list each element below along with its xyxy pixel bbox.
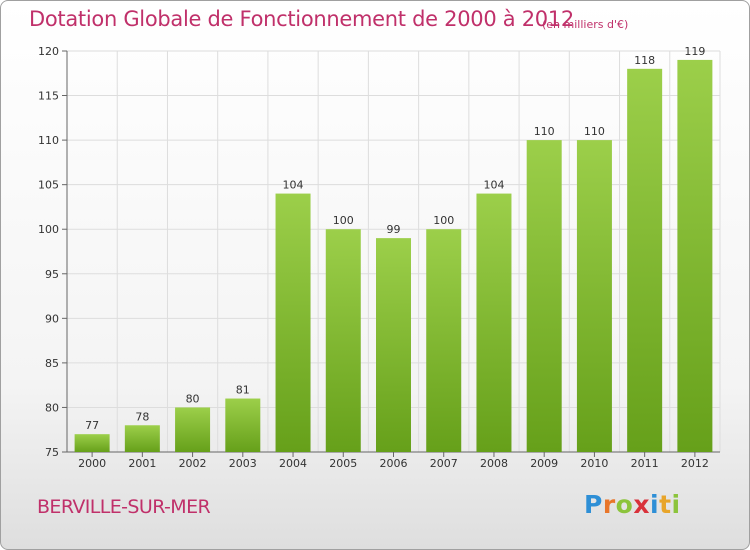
x-tick-label: 2001 [128,457,156,470]
y-tick-label: 115 [38,90,59,103]
labels: 75 80 85 90 95 100 105 110 115 120 77 2000 78 2001 80 2… [38,45,709,470]
value-label: 104 [483,179,504,192]
value-label: 100 [433,214,454,227]
y-tick-label: 75 [45,446,59,459]
bar-2002 [175,407,211,452]
bars [74,59,713,453]
chart-title: Dotation Globale de Fonctionnement de 20… [29,7,574,31]
value-label: 118 [634,54,655,67]
x-tick-label: 2003 [229,457,257,470]
bar-2011 [627,68,663,453]
bar-2004 [275,193,311,453]
value-label: 110 [534,125,555,138]
bar-2006 [376,238,411,452]
y-tick-label: 105 [38,179,59,192]
bar-2000 [74,434,110,452]
logo-letter: i [671,490,681,519]
x-tick-label: 2007 [430,457,458,470]
bar-2005 [325,229,361,452]
bar-2012 [677,59,713,453]
value-label: 80 [186,392,200,405]
x-tick-label: 2010 [580,457,608,470]
chart-subtitle: (en milliers d'€) [542,18,629,31]
y-tick-label: 80 [45,401,59,414]
logo-letter: P [584,490,603,519]
x-tick-label: 2011 [631,457,659,470]
x-tick-label: 2009 [530,457,558,470]
x-tick-label: 2002 [179,457,207,470]
bar-2008 [476,193,512,453]
proxiti-logo[interactable]: Proxiti [584,490,681,519]
y-tick-label: 95 [45,268,59,281]
value-label: 99 [387,223,401,236]
bar-2009 [526,140,562,452]
value-label: 104 [283,179,304,192]
x-tick-label: 2005 [329,457,357,470]
y-tick-label: 120 [38,45,59,58]
value-label: 119 [684,45,705,58]
x-tick-label: 2006 [380,457,408,470]
y-tick-label: 110 [38,134,59,147]
x-tick-label: 2012 [681,457,709,470]
logo-letter: i [650,490,660,519]
logo-letter: t [659,490,672,519]
commune-name: BERVILLE-SUR-MER [37,496,211,518]
logo-letter: o [615,490,634,519]
y-tick-label: 85 [45,357,59,370]
logo-letter: x [633,490,650,519]
bar-2010 [576,140,612,452]
x-tick-label: 2008 [480,457,508,470]
x-tick-label: 2000 [78,457,106,470]
x-tick-label: 2004 [279,457,307,470]
bar-2003 [225,398,261,452]
value-label: 110 [584,125,605,138]
y-tick-label: 90 [45,312,59,325]
bar-2001 [124,425,160,452]
value-label: 100 [333,214,354,227]
value-label: 81 [236,384,250,397]
bar-2007 [426,229,462,452]
value-label: 78 [135,410,149,423]
value-label: 77 [85,419,99,432]
y-tick-label: 100 [38,223,59,236]
logo-letter: r [602,490,616,519]
